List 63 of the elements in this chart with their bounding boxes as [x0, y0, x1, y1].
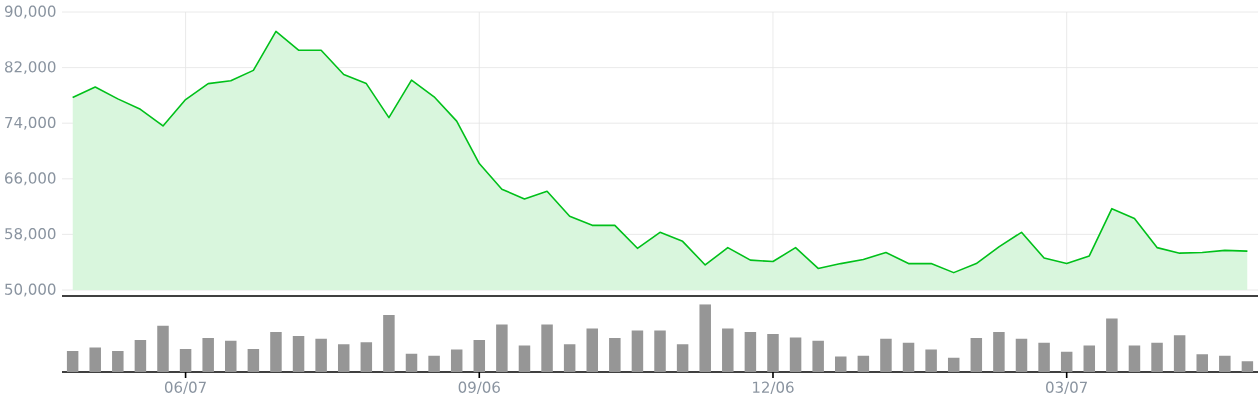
bar: [699, 304, 711, 372]
bar: [947, 357, 960, 372]
bar: [563, 344, 576, 372]
bar: [247, 348, 260, 372]
bar: [970, 338, 983, 372]
y-tick-label: 90,000: [4, 5, 56, 19]
bar: [1038, 342, 1050, 372]
x-tick-label: 09/06: [458, 381, 500, 395]
bar: [157, 325, 169, 372]
bar: [1219, 355, 1231, 372]
y-tick-label: 58,000: [5, 227, 56, 241]
bar: [1241, 361, 1254, 372]
bar: [473, 340, 486, 372]
bar: [225, 340, 237, 372]
bar: [1196, 354, 1208, 372]
bar: [1128, 345, 1141, 372]
bar: [609, 338, 621, 372]
x-tick-label: 03/07: [1046, 381, 1088, 395]
bar: [450, 349, 463, 372]
bar: [89, 347, 101, 372]
bar: [722, 328, 734, 372]
bar: [315, 338, 327, 372]
bar: [292, 336, 305, 372]
bar: [134, 340, 147, 372]
bar: [1015, 338, 1028, 372]
bar: [383, 315, 395, 372]
bar: [428, 355, 440, 372]
y-tick-label: 74,000: [5, 116, 56, 130]
bar: [654, 330, 666, 372]
bar: [993, 331, 1005, 372]
bar: [1173, 335, 1186, 372]
bar: [179, 348, 192, 372]
bar: [1060, 351, 1073, 372]
x-tick-label: 12/06: [753, 381, 794, 395]
bar: [541, 324, 553, 372]
bar: [676, 344, 689, 372]
bar: [789, 337, 802, 372]
bar: [857, 355, 870, 372]
bar: [202, 338, 214, 372]
x-tick-label: 06/07: [164, 381, 206, 395]
y-tick-label: 50,000: [5, 283, 56, 297]
bar: [518, 345, 531, 372]
bar: [586, 328, 598, 372]
bar: [744, 331, 757, 372]
bar: [812, 340, 824, 372]
bar: [1151, 342, 1163, 372]
y-tick-label: 66,000: [5, 172, 56, 186]
bar: [405, 353, 418, 372]
bar: [631, 330, 644, 372]
bar: [360, 342, 373, 372]
bar: [496, 324, 508, 372]
bar: [66, 350, 79, 372]
bar: [880, 338, 892, 372]
bar: [270, 331, 282, 372]
bar: [1106, 318, 1118, 372]
bar: [767, 334, 779, 372]
bar: [925, 349, 937, 372]
bar: [112, 350, 124, 372]
bar: [337, 344, 350, 372]
y-tick-label: 82,000: [5, 61, 56, 75]
bar: [835, 356, 847, 372]
bar: [1083, 345, 1096, 372]
bar: [902, 342, 915, 372]
